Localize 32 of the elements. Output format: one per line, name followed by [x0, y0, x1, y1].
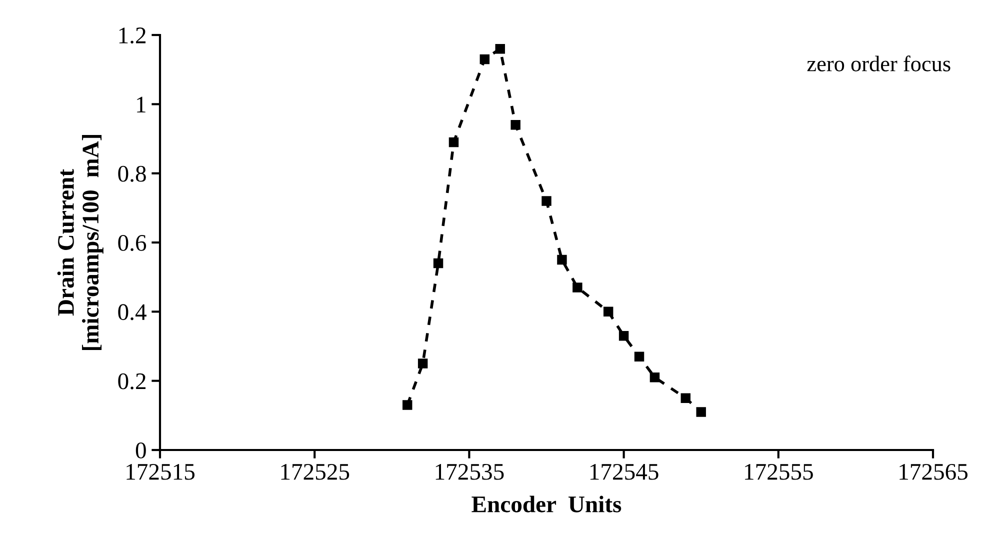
y-tick-label: 0.6: [118, 234, 146, 252]
x-tick-label: 172525: [281, 464, 350, 480]
x-tick-label: 172535: [436, 464, 504, 480]
y-tick-label: 1: [137, 96, 146, 112]
point: [557, 254, 567, 265]
point: [542, 196, 552, 206]
point: [603, 306, 614, 317]
y-tick-label: 0: [136, 442, 146, 458]
x-tick-label: 172555: [745, 464, 813, 480]
point: [448, 137, 459, 148]
point: [696, 407, 706, 417]
point: [510, 120, 520, 130]
annotation: zero order focus: [807, 56, 950, 72]
y-tick-label: 0.2: [118, 373, 146, 390]
point: [402, 400, 412, 410]
y-tick-label: 0.8: [118, 166, 146, 182]
y-tick-label: 1.2: [119, 28, 146, 44]
x-tick-label: 172515: [126, 464, 194, 480]
point: [572, 282, 582, 292]
y-axis-title: Drain Current [microamps/100 mA]: [57, 134, 104, 350]
point: [433, 258, 444, 268]
point: [650, 372, 660, 382]
point: [480, 54, 490, 64]
point: [634, 352, 644, 362]
point: [618, 331, 629, 341]
point: [418, 358, 428, 368]
y-tick-label: 0.4: [118, 304, 146, 320]
x-axis-title: Encoder Units: [472, 496, 622, 512]
point: [680, 393, 690, 403]
x-tick-label: 172565: [900, 464, 968, 480]
point: [495, 44, 505, 54]
x-tick-label: 172545: [590, 464, 658, 480]
